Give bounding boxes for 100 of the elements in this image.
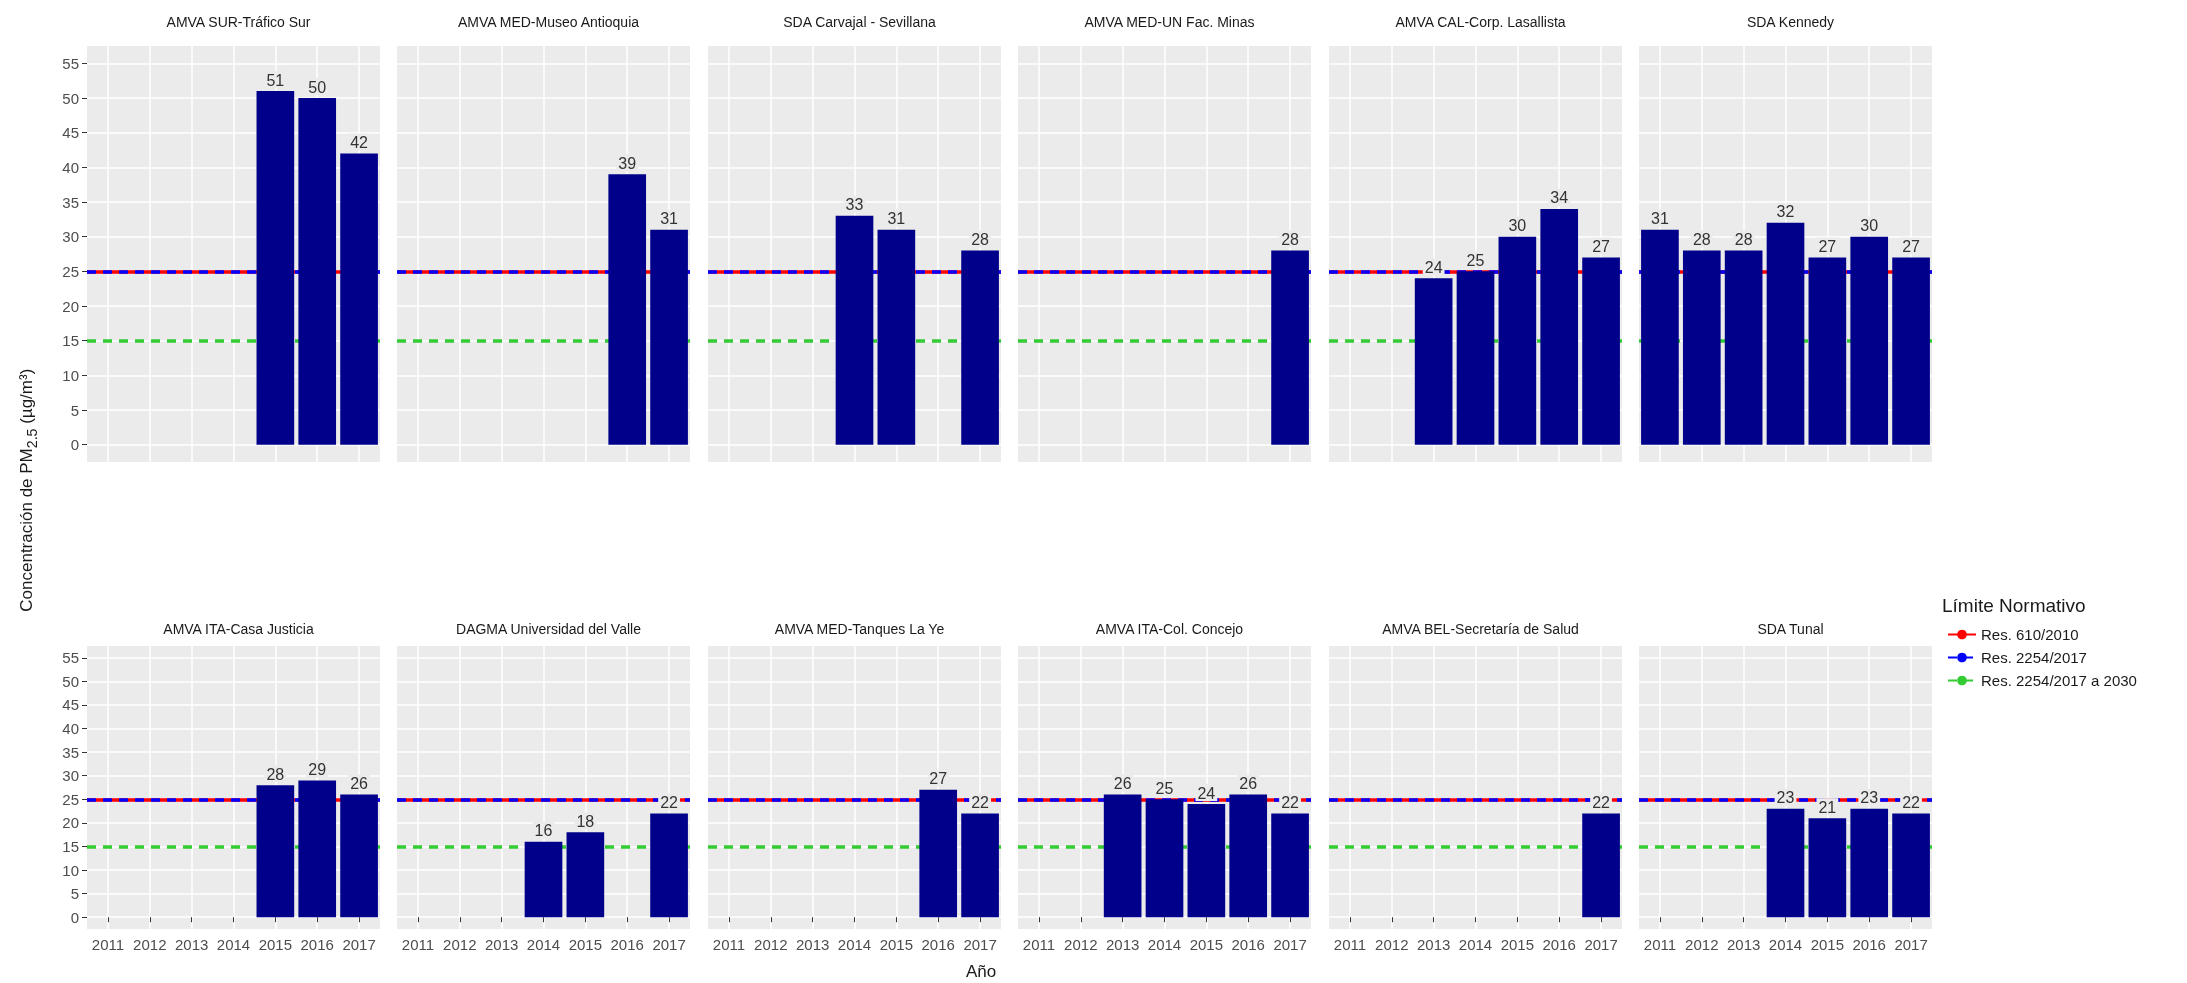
legend-label: Res. 2254/2017 a 2030 <box>1981 672 2137 689</box>
y-tick-label: 30 <box>61 767 79 785</box>
data-label: 50 <box>307 78 326 96</box>
x-tick-label: 2013 <box>174 936 208 953</box>
y-tick-label: 55 <box>61 54 79 72</box>
y-tick-label: 15 <box>61 837 79 855</box>
x-tick-label: 2017 <box>652 936 686 953</box>
y-tick-label: 0 <box>70 908 79 926</box>
data-label: 39 <box>618 154 637 172</box>
data-label: 22 <box>970 793 989 811</box>
y-tick-label: 40 <box>61 158 79 176</box>
x-tick-label: 2011 <box>1643 936 1677 953</box>
x-tick-label: 2013 <box>484 936 519 953</box>
y-tick-label: 35 <box>61 743 79 761</box>
y-tick-label: 35 <box>61 193 79 211</box>
x-tick-label: 2013 <box>1726 936 1761 953</box>
y-tick-label: 25 <box>61 262 79 280</box>
data-label: 51 <box>265 71 284 89</box>
y-tick-label: 20 <box>61 297 79 315</box>
data-label: 31 <box>1651 210 1669 228</box>
data-label: 22 <box>660 793 679 811</box>
x-tick-label: 2012 <box>132 936 166 953</box>
data-label: 28 <box>1281 231 1300 249</box>
data-label: 42 <box>349 133 368 151</box>
x-tick-label: 2012 <box>753 936 787 953</box>
x-tick-label: 2014 <box>216 936 250 953</box>
data-label: 27 <box>1902 237 1921 255</box>
y-tick-label: 50 <box>61 89 79 107</box>
x-tick-label: 2013 <box>795 936 829 953</box>
x-tick-label: 2015 <box>258 936 292 953</box>
x-tick-label: 2011 <box>401 936 435 953</box>
x-tick-label: 2015 <box>1189 936 1224 953</box>
data-label: 33 <box>845 196 863 214</box>
y-tick-label: 5 <box>70 401 79 419</box>
y-tick-label: 10 <box>61 861 79 879</box>
x-tick-label: 2016 <box>921 936 955 953</box>
y-tick-label: 55 <box>61 649 79 667</box>
chart-title: AMVA BEL-Secretaría de Salud <box>1381 621 1579 637</box>
x-tick-label: 2015 <box>1500 936 1534 953</box>
data-label: 22 <box>1902 793 1921 811</box>
chart-title: SDA Kennedy <box>1746 14 1835 30</box>
x-tick-label: 2017 <box>1894 936 1928 953</box>
data-label: 30 <box>1860 217 1879 235</box>
x-tick-label: 2015 <box>879 936 913 953</box>
data-label: 16 <box>534 822 553 840</box>
data-label: 29 <box>307 760 326 778</box>
y-tick-label: 45 <box>61 124 79 142</box>
x-tick-label: 2012 <box>1685 936 1719 953</box>
data-label: 28 <box>265 765 284 783</box>
data-label: 24 <box>1424 258 1443 276</box>
y-tick-label: 15 <box>61 332 79 350</box>
y-tick-label: 5 <box>70 885 79 903</box>
data-label: 25 <box>1155 779 1174 797</box>
y-tick-label: 25 <box>61 790 79 808</box>
x-tick-label: 2012 <box>1064 936 1098 953</box>
y-tick-label: 50 <box>61 672 79 690</box>
chart-title: SDA Tunal <box>1757 621 1824 637</box>
data-label: 31 <box>660 210 679 228</box>
data-label: 28 <box>1692 231 1711 249</box>
legend-title: Límite Normativo <box>1942 595 2086 616</box>
x-tick-label: 2017 <box>1273 936 1307 953</box>
data-label: 27 <box>928 770 947 788</box>
data-label: 21 <box>1818 798 1837 816</box>
x-tick-label: 2011 <box>712 936 745 953</box>
data-label: 27 <box>1591 237 1610 255</box>
data-label: 30 <box>1507 217 1526 235</box>
chart-title: AMVA MED-Tanques La Ye <box>774 621 944 637</box>
legend-label: Res. 2254/2017 <box>1981 649 2087 666</box>
y-tick-label: 30 <box>61 228 79 246</box>
y-tick-label: 0 <box>70 436 79 454</box>
x-tick-label: 2016 <box>1852 936 1886 953</box>
x-tick-label: 2014 <box>1768 936 1803 953</box>
x-tick-label: 2014 <box>1458 936 1492 953</box>
data-label: 27 <box>1818 237 1837 255</box>
x-tick-label: 2017 <box>1583 936 1618 953</box>
x-tick-label: 2015 <box>568 936 603 953</box>
x-tick-label: 2013 <box>1416 936 1450 953</box>
data-label: 24 <box>1197 784 1216 802</box>
x-tick-label: 2017 <box>962 936 997 953</box>
data-label: 25 <box>1466 251 1484 269</box>
y-tick-label: 10 <box>61 366 79 384</box>
y-tick-label: 45 <box>61 696 79 714</box>
x-tick-label: 2016 <box>1231 936 1265 953</box>
chart-title: AMVA ITA-Col. Concejo <box>1095 621 1244 637</box>
chart-title: AMVA ITA-Casa Justicia <box>162 621 314 637</box>
chart-title: SDA Carvajal - Sevillana <box>782 14 936 30</box>
y-tick-label: 40 <box>61 720 79 738</box>
x-tick-label: 2013 <box>1105 936 1140 953</box>
data-label: 28 <box>970 231 989 249</box>
data-label: 18 <box>576 812 595 830</box>
x-tick-label: 2012 <box>443 936 477 953</box>
data-label: 22 <box>1591 793 1610 811</box>
chart-title: AMVA CAL-Corp. Lasallista <box>1394 14 1566 30</box>
x-tick-label: 2011 <box>1333 936 1366 953</box>
x-axis-title: Año <box>966 962 997 982</box>
data-label: 23 <box>1860 789 1879 807</box>
data-label: 26 <box>1113 775 1132 793</box>
data-label: 23 <box>1776 789 1795 807</box>
legend-label: Res. 610/2010 <box>1981 626 2079 643</box>
chart-title: DAGMA Universidad del Valle <box>456 621 642 637</box>
